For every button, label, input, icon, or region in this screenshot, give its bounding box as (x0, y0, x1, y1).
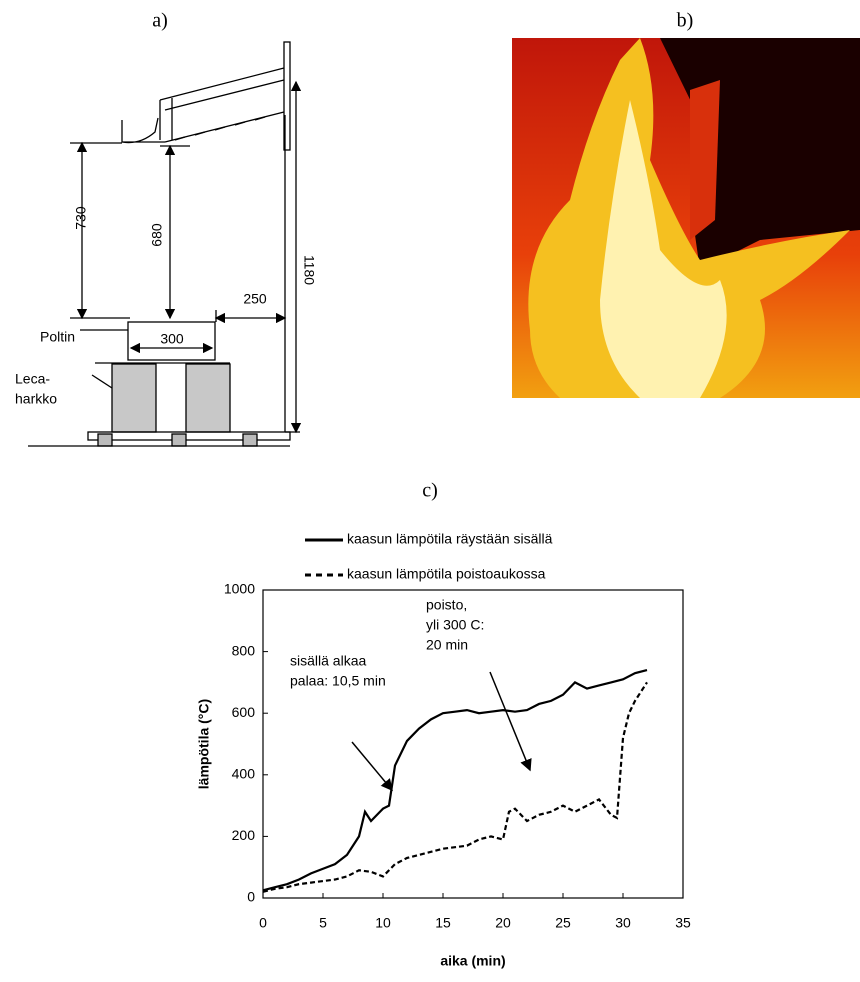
dimension-label: 680 (149, 223, 165, 247)
data-line (262, 669, 648, 892)
flame-photo (512, 38, 860, 398)
panel-label: c) (422, 480, 438, 502)
annotation-arrow (351, 741, 393, 792)
y-axis-label: lämpötila (°C) (196, 699, 212, 789)
annotation: sisällä alkaa (290, 653, 366, 669)
x-tick-label: 5 (319, 915, 327, 931)
label: Poltin (40, 329, 75, 345)
y-tick-label: 600 (232, 704, 256, 720)
label: harkko (15, 391, 57, 407)
y-tick-label: 400 (232, 766, 256, 782)
dimension-label: 300 (160, 331, 184, 347)
diagram: 730 680 1180 250 300 Poltin Leca- harkko (15, 41, 317, 447)
label: Leca- (15, 371, 50, 387)
x-tick-label: 0 (259, 915, 267, 931)
panel-label: a) (152, 10, 168, 32)
dimension-label: 1180 (301, 255, 317, 285)
x-tick-label: 15 (435, 915, 451, 931)
dimension-label: 730 (73, 206, 89, 230)
panel-label: b) (677, 10, 694, 32)
annotation: yli 300 C: (426, 617, 484, 633)
x-tick-label: 35 (675, 915, 691, 931)
annotation: 20 min (426, 637, 468, 653)
legend-label: kaasun lämpötila poistoaukossa (347, 566, 546, 582)
y-tick-label: 0 (247, 889, 255, 905)
annotation-arrow (489, 671, 532, 772)
dimension-label: 250 (243, 291, 267, 307)
data-line (262, 681, 648, 893)
annotation: palaa: 10,5 min (290, 673, 386, 689)
y-tick-label: 200 (232, 827, 256, 843)
y-tick-label: 1000 (224, 581, 255, 597)
plot-frame (262, 589, 684, 899)
x-tick-label: 10 (375, 915, 391, 931)
x-tick-label: 25 (555, 915, 571, 931)
chart: 0 200 400 600 800 1000 0 5 10 15 20 25 30 35 aika (min… (196, 531, 691, 969)
annotation: poisto, (426, 597, 467, 613)
legend-label: kaasun lämpötila räystään sisällä (347, 531, 553, 547)
x-tick-label: 30 (615, 915, 631, 931)
x-axis-label: aika (min) (440, 953, 505, 969)
y-tick-label: 800 (232, 642, 256, 658)
x-tick-label: 20 (495, 915, 511, 931)
